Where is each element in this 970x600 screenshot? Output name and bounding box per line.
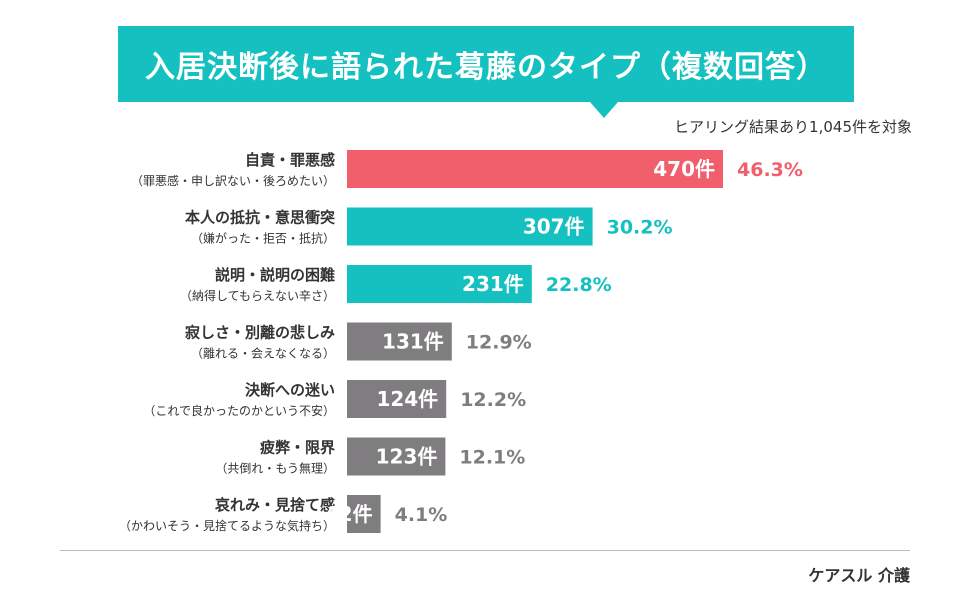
brand-logo-text: ケアスル 介護 bbox=[808, 566, 910, 585]
bar-count-label: 470件 bbox=[653, 157, 715, 181]
bar bbox=[347, 495, 381, 533]
bar bbox=[347, 265, 532, 303]
bar-percent-label: 4.1% bbox=[395, 504, 448, 526]
category-sublabel: （これで良かったのかという不安） bbox=[143, 403, 335, 418]
footer-divider bbox=[60, 550, 910, 551]
category-sublabel: （罪悪感・申し訳ない・後ろめたい） bbox=[131, 173, 335, 188]
bar-count-label: 131件 bbox=[382, 330, 444, 354]
bar-count-label: 307件 bbox=[523, 215, 585, 239]
category-sublabel: （納得してもらえない辛さ） bbox=[180, 288, 335, 303]
chart-title: 入居決断後に語られた葛藤のタイプ（複数回答） bbox=[145, 50, 827, 85]
category-label: 疲弊・限界 bbox=[260, 439, 335, 457]
category-sublabel: （離れる・会えなくなる） bbox=[191, 347, 335, 361]
bar-count-label: 124件 bbox=[376, 387, 438, 411]
category-sublabel: （嫌がった・拒否・抵抗） bbox=[191, 231, 335, 246]
category-label: 説明・説明の困難 bbox=[215, 266, 335, 284]
category-label: 寂しさ・別離の悲しみ bbox=[185, 324, 335, 342]
category-sublabel: （共倒れ・もう無理） bbox=[215, 461, 335, 476]
bar-count-label: 231件 bbox=[462, 272, 524, 296]
category-label: 本人の抵抗・意思衝突 bbox=[185, 209, 335, 227]
chart-subtitle: ヒアリング結果あり1,045件を対象 bbox=[674, 118, 912, 136]
bar-percent-label: 46.3% bbox=[737, 159, 803, 181]
bar-count-label: 42件 bbox=[325, 502, 373, 526]
bar-percent-label: 12.9% bbox=[466, 332, 532, 354]
category-label: 自責・罪悪感 bbox=[245, 151, 335, 169]
bar bbox=[347, 322, 452, 361]
bar-percent-label: 12.2% bbox=[460, 389, 526, 411]
bar bbox=[347, 380, 447, 418]
bar-percent-label: 12.1% bbox=[459, 447, 525, 469]
bar bbox=[347, 207, 593, 246]
bar-percent-label: 22.8% bbox=[546, 274, 612, 296]
bar-count-label: 123件 bbox=[376, 445, 438, 469]
category-label: 哀れみ・見捨て感 bbox=[215, 496, 335, 514]
category-label: 決断への迷い bbox=[245, 381, 335, 399]
title-banner: 入居決断後に語られた葛藤のタイプ（複数回答） bbox=[118, 26, 854, 118]
category-sublabel: （かわいそう・見捨てるような気持ち） bbox=[119, 518, 335, 533]
bar bbox=[347, 150, 723, 188]
bar bbox=[347, 437, 446, 476]
bar-percent-label: 30.2% bbox=[607, 217, 673, 239]
